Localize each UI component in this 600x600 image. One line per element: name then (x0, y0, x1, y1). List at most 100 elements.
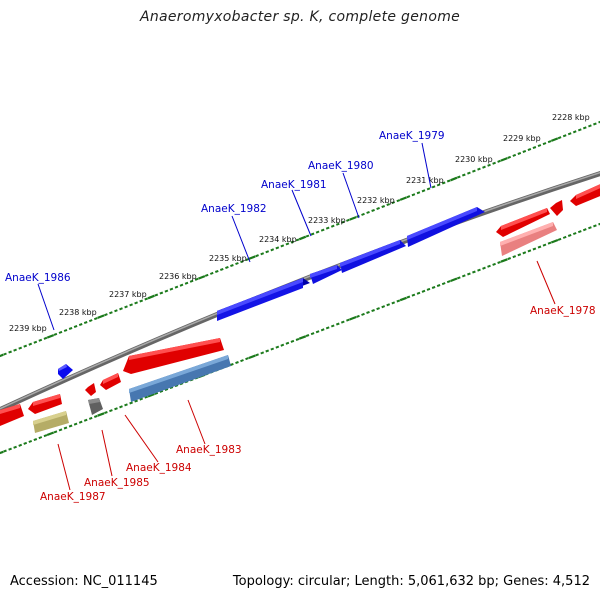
gene-feature-anaek-1987[interactable] (0, 394, 62, 426)
outer-tick-97 (487, 163, 491, 167)
gene-feature-anaek-1980[interactable] (340, 240, 406, 273)
inner-tick-75 (376, 307, 380, 311)
gene-label-anaek-1979[interactable]: AnaeK_1979 (379, 130, 445, 142)
outer-tick-7 (33, 340, 38, 344)
inner-tick-100 (500, 258, 508, 263)
outer-tick-9 (43, 336, 48, 340)
inner-tick-82 (411, 293, 416, 297)
outer-tick-10 (46, 334, 55, 339)
outer-tick-35 (174, 285, 179, 289)
inner-tick-57 (285, 341, 290, 345)
inner-tick-78 (391, 301, 396, 305)
gene-feature-anaek-1986[interactable] (58, 364, 73, 379)
outer-tick-0 (0, 353, 4, 358)
inner-tick-69 (346, 318, 350, 322)
inner-tick-104 (522, 251, 527, 255)
gene-feature-anaek-1981[interactable] (310, 265, 342, 284)
outer-tick-31 (154, 293, 159, 297)
outer-tick-16 (78, 323, 83, 327)
inner-tick-8 (38, 436, 43, 440)
inner-tick-23 (114, 407, 118, 411)
gene-label-anaek-1984[interactable]: AnaeK_1984 (126, 462, 192, 474)
gene-feature-anaek-1978-light[interactable] (500, 222, 557, 256)
outer-tick-72 (361, 212, 365, 216)
inner-tick-15 (73, 422, 78, 426)
outer-tick-85 (426, 187, 431, 191)
outer-tick-38 (189, 279, 194, 283)
inner-tick-20 (97, 412, 105, 417)
outer-tick-95 (477, 167, 481, 171)
gene-feature-anaek-1978[interactable] (496, 182, 600, 237)
outer-tick-69 (346, 218, 350, 222)
outer-tick-76 (381, 205, 386, 209)
outer-tick-30 (147, 294, 155, 300)
gene-label-anaek-1986[interactable]: AnaeK_1986 (5, 272, 71, 284)
outer-tick-23 (114, 309, 118, 313)
gene-feature-anaek-1987-olive[interactable] (33, 411, 69, 433)
scale-label-2237: 2237 kbp (109, 290, 147, 299)
inner-tick-60 (298, 335, 307, 340)
genome-backbone (0, 170, 600, 413)
gene-feature-anaek-1985[interactable] (85, 383, 103, 415)
inner-tick-89 (446, 280, 451, 284)
gene-label-anaek-1982[interactable]: AnaeK_1982 (201, 203, 267, 215)
inner-tick-24 (119, 405, 123, 409)
outer-tick-102 (512, 153, 517, 157)
inner-tick-11 (53, 430, 58, 434)
outer-tick-21 (104, 313, 108, 317)
gene-label-anaek-1980[interactable]: AnaeK_1980 (308, 160, 374, 172)
inner-tick-65 (325, 326, 330, 330)
inner-tick-56 (280, 343, 285, 347)
outer-tick-36 (179, 283, 184, 287)
inner-tick-98 (492, 262, 496, 266)
gene-feature-anaek-1982[interactable] (217, 278, 310, 321)
inner-tick-64 (320, 328, 325, 332)
gene-label-anaek-1981[interactable]: AnaeK_1981 (261, 179, 327, 191)
outer-tick-19 (93, 317, 98, 321)
outer-tick-68 (340, 220, 345, 224)
inner-tick-80 (399, 296, 407, 302)
inner-tick-49 (245, 357, 249, 361)
gene-label-anaek-1987[interactable]: AnaeK_1987 (40, 491, 106, 503)
outer-tick-47 (235, 262, 239, 266)
outer-tick-25 (124, 305, 128, 309)
inner-tick-19 (93, 414, 98, 418)
inner-tick-9 (43, 434, 48, 438)
outer-tick-46 (230, 264, 234, 268)
outer-tick-110 (550, 137, 559, 142)
outer-tick-61 (305, 234, 310, 238)
outer-tick-4 (18, 346, 23, 350)
gene-feature-anaek-1983-steel[interactable] (129, 355, 231, 402)
outer-tick-104 (522, 149, 527, 153)
outer-tick-28 (139, 299, 144, 303)
inner-tick-101 (507, 257, 512, 261)
inner-tick-61 (305, 334, 310, 338)
outer-tick-66 (330, 224, 335, 228)
gene-label-anaek-1978[interactable]: AnaeK_1978 (530, 305, 596, 317)
outer-tick-34 (169, 287, 174, 291)
gene-feature-anaek-1983[interactable] (123, 338, 224, 374)
inner-tick-52 (260, 351, 265, 355)
outer-tick-101 (507, 155, 512, 159)
gene-feature-anaek-1979[interactable] (407, 207, 485, 247)
outer-tick-88 (441, 181, 446, 185)
inner-tick-62 (310, 332, 315, 336)
outer-tick-1 (3, 352, 7, 356)
forward-label-leaders (37, 142, 432, 331)
inner-tick-70 (349, 315, 357, 321)
outer-tick-77 (386, 203, 391, 207)
inner-tick-119 (598, 222, 600, 226)
gene-feature-anaek-1984[interactable] (100, 373, 121, 390)
outer-tick-118 (593, 122, 597, 126)
outer-tick-116 (582, 126, 587, 130)
outer-tick-117 (588, 124, 592, 128)
outer-tick-75 (376, 206, 380, 211)
outer-scale-ticks (0, 120, 600, 358)
scale-label-2229: 2229 kbp (503, 134, 541, 143)
inner-tick-4 (18, 443, 23, 447)
gene-label-anaek-1983[interactable]: AnaeK_1983 (176, 444, 242, 456)
outer-tick-109 (547, 140, 552, 144)
gene-label-anaek-1985[interactable]: AnaeK_1985 (84, 477, 150, 489)
outer-tick-81 (406, 195, 411, 199)
outer-tick-5 (23, 344, 28, 348)
